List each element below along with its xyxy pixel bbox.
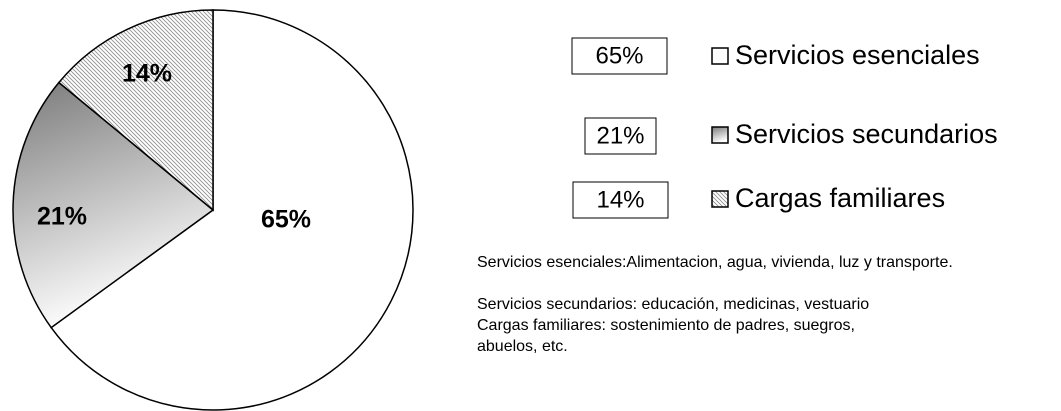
legend-value: 14% [596,186,644,213]
legend-label: Servicios esenciales [735,40,980,70]
legend-swatch [711,190,729,208]
note: Servicios secundarios: educación, medici… [477,296,870,313]
legend-swatch [711,126,729,144]
data-label: 65% [261,206,311,234]
value-box [572,181,669,219]
pie-slice [57,9,214,212]
note: Servicios esenciales:Alimentacion, agua,… [477,254,953,271]
data-label: 14% [122,60,172,88]
legend-value: 65% [595,42,643,69]
pie-slice [50,9,414,411]
data-label: 21% [37,203,87,231]
note: Cargas familiares: sostenimiento de padr… [477,317,855,355]
legend-value: 21% [596,122,644,149]
value-box [584,117,657,155]
value-box [571,37,668,75]
legend-label: Servicios secundarios [735,119,998,149]
legend-swatch [711,47,729,65]
legend-label: Cargas familiares [735,183,945,213]
pie-slice [12,81,215,329]
